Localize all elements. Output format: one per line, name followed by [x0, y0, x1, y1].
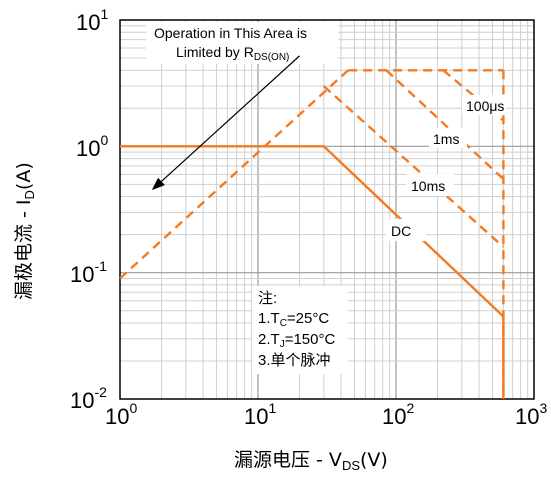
y-axis-title: 漏极电流 - ID(A)	[13, 162, 37, 300]
curve-label-1ms-box: 1ms	[429, 128, 467, 148]
curve-label-dc: DC	[391, 223, 411, 239]
y-tick-label: 101	[76, 6, 108, 35]
curve-label-1ms: 1ms	[433, 131, 459, 147]
annotation-arrowhead	[151, 177, 165, 191]
note-box: 注: 1.TC=25°C 2.TJ=150°C 3.单个脉冲	[252, 286, 348, 374]
x-tick-labels: 100 101 102 103	[105, 400, 547, 429]
annotation-line2: Limited by RDS(ON)	[176, 44, 289, 63]
curve-1ms	[385, 69, 505, 180]
curve-10ms	[322, 85, 505, 248]
curve-limited-by-rds-on	[119, 69, 349, 280]
y-tick-label: 10-2	[70, 384, 107, 413]
curve-label-10ms: 10ms	[411, 178, 445, 194]
y-tick-label: 100	[76, 132, 108, 161]
note-line-2: 2.TJ=150°C	[258, 331, 335, 350]
annotation: Operation in This Area is Limited by RDS…	[146, 22, 338, 191]
x-axis-title: 漏源电压 - VDS(V)	[234, 449, 388, 473]
curve-label-100us: 100μs	[466, 98, 504, 114]
note-title: 注:	[258, 290, 277, 307]
y-tick-label: 10-1	[70, 258, 107, 287]
annotation-line1: Operation in This Area is	[154, 25, 307, 41]
curve-label-10ms-box: 10ms	[406, 174, 454, 196]
x-tick-label: 100	[105, 400, 137, 429]
annotation-arrow	[161, 55, 300, 182]
curve-label-100us-box: 100μs	[462, 95, 506, 115]
x-tick-label: 102	[382, 400, 414, 429]
curve-label-dc-box: DC	[386, 219, 426, 241]
note-line-3: 3.单个脉冲	[258, 352, 331, 369]
x-tick-label: 103	[515, 400, 547, 429]
note-line-1: 1.TC=25°C	[258, 310, 329, 329]
x-tick-label: 101	[244, 400, 276, 429]
y-tick-labels: 101 100 10-1 10-2	[70, 6, 108, 413]
plot-frame	[119, 19, 535, 400]
